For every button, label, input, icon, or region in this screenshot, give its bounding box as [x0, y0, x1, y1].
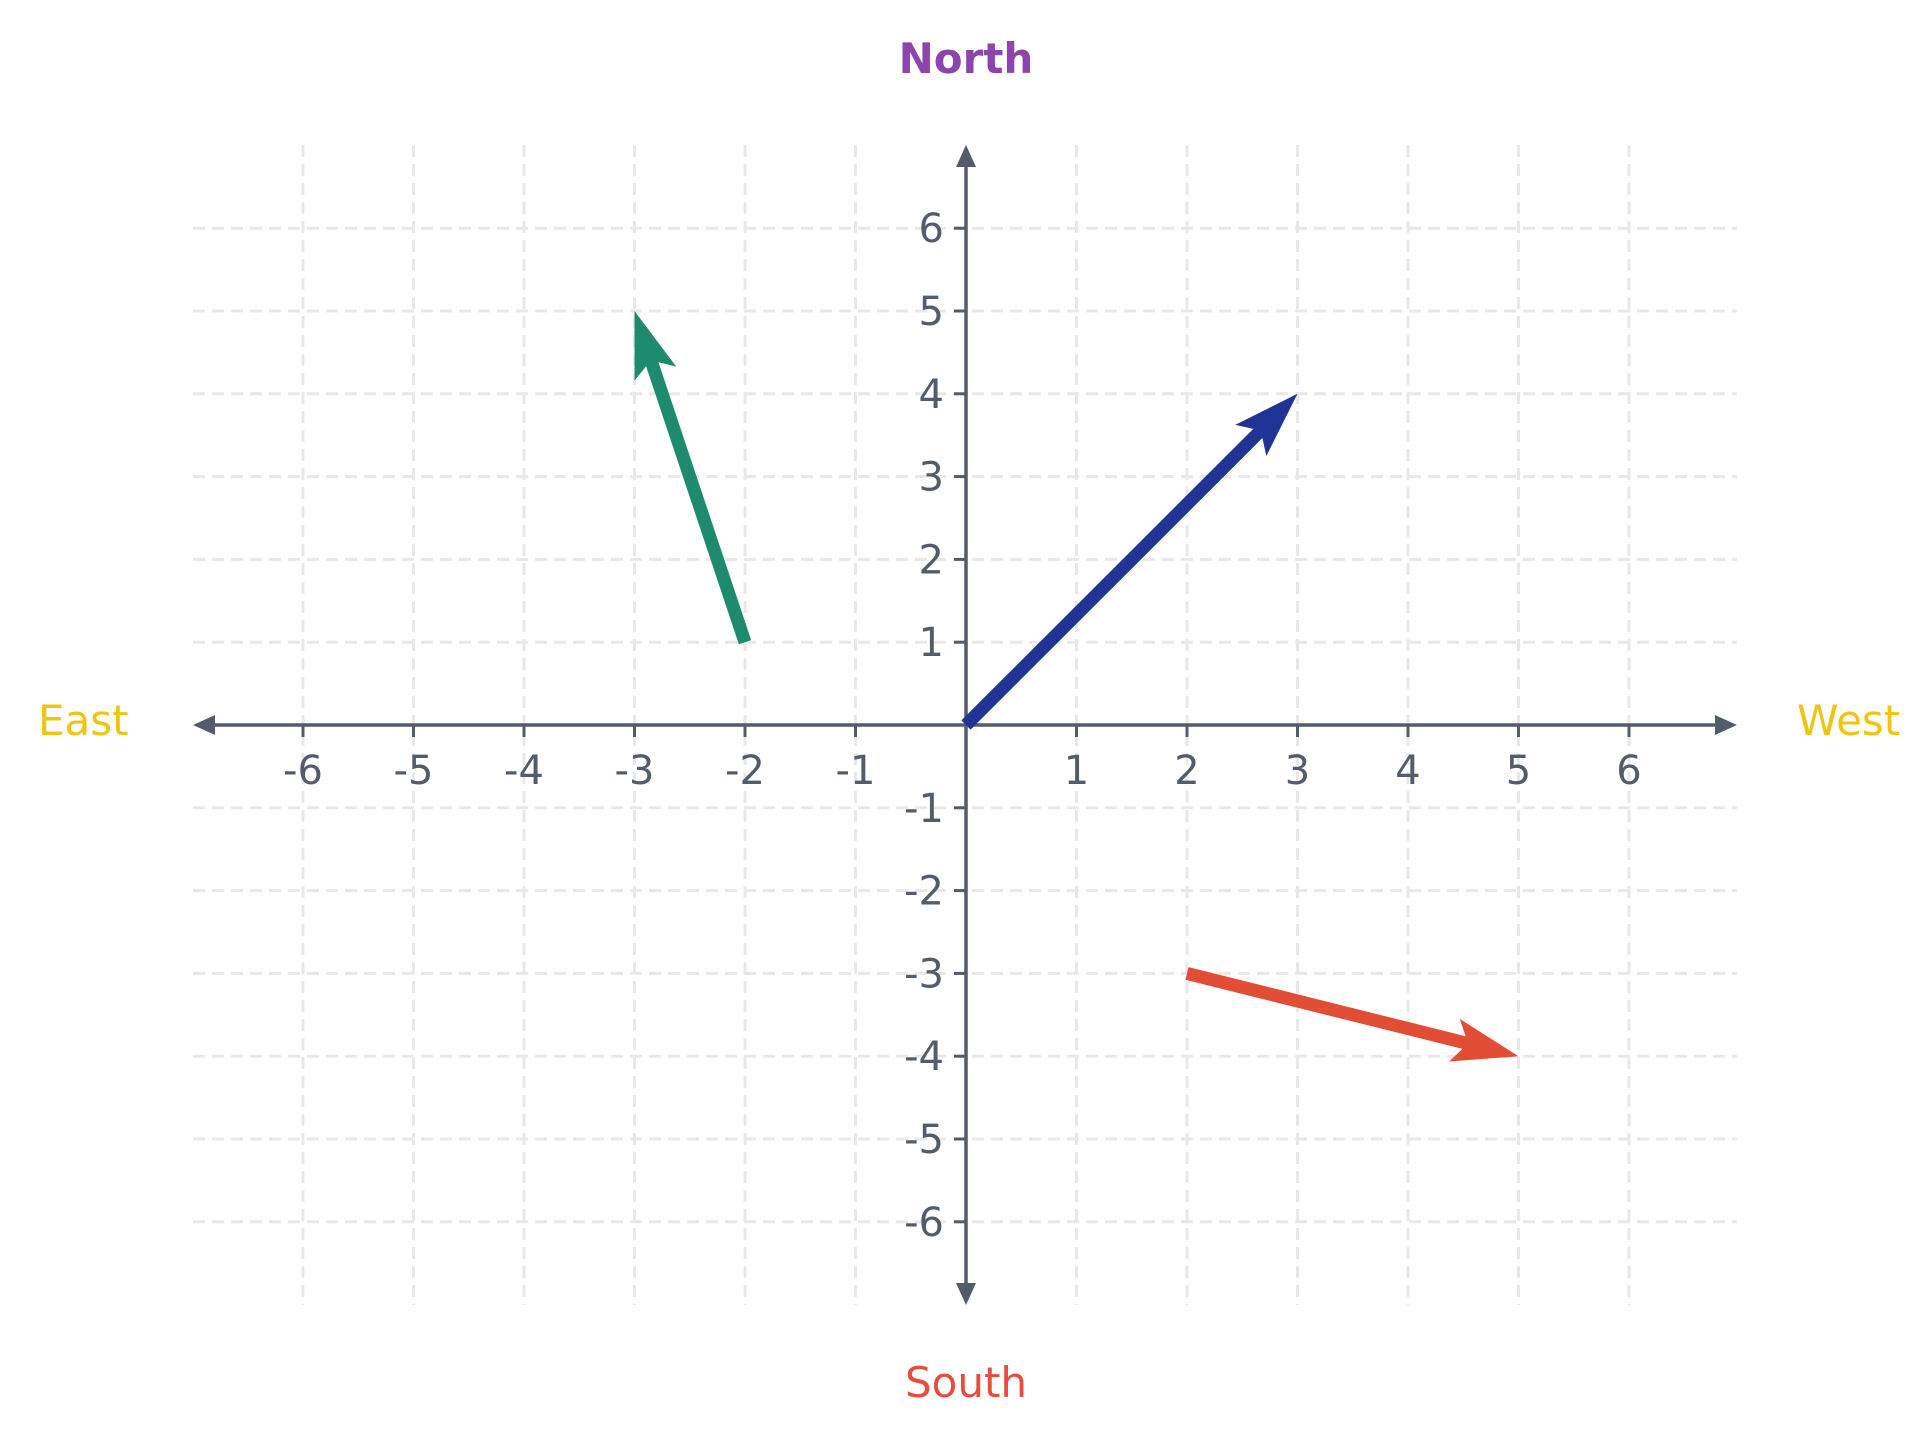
x-tick-label: 1	[1064, 748, 1089, 794]
y-tick-label: 6	[919, 206, 944, 252]
x-tick-label: -4	[504, 748, 544, 794]
vector-arrowhead	[634, 311, 677, 381]
east-label: East	[38, 696, 129, 745]
vector-3	[1185, 967, 1519, 1062]
y-tick-label: -6	[904, 1200, 944, 1246]
y-tick-label: -5	[904, 1117, 944, 1163]
y-tick-label: 5	[919, 289, 944, 335]
axes	[193, 145, 1737, 1305]
vector-shaft	[1185, 967, 1470, 1050]
y-tick-label: -2	[904, 869, 944, 915]
y-axis-arrow-down	[956, 1283, 976, 1305]
vector-1	[961, 393, 1298, 730]
x-tick-label: -5	[394, 748, 434, 794]
y-tick-label: -1	[904, 786, 944, 832]
y-tick-label: 2	[919, 537, 944, 583]
west-label: West	[1797, 696, 1900, 745]
y-tick-label: -3	[904, 951, 944, 997]
x-axis-arrow-left	[193, 715, 215, 735]
vectors	[634, 311, 1519, 1062]
y-tick-label: 3	[919, 455, 944, 501]
x-tick-label: 6	[1616, 748, 1641, 794]
south-label: South	[905, 1358, 1027, 1407]
y-tick-label: -4	[904, 1034, 944, 1080]
vector-shaft	[961, 425, 1266, 730]
x-tick-label: -2	[725, 748, 765, 794]
vector-shaft	[644, 358, 752, 645]
vector-2	[634, 311, 752, 645]
vector-arrowhead	[1235, 393, 1298, 457]
x-tick-label: -1	[836, 748, 876, 794]
x-tick-label: 3	[1285, 748, 1310, 794]
north-label: North	[899, 34, 1034, 83]
x-tick-label: 5	[1506, 748, 1531, 794]
x-tick-label: -3	[615, 748, 655, 794]
x-tick-label: 2	[1174, 748, 1199, 794]
x-tick-label: -6	[283, 748, 323, 794]
y-tick-label: 4	[919, 372, 944, 418]
ticks: -6 -5 -4 -3 -2 -1 1 2 3 4 5 6 6 5 4 3 2 1 -1 -2 -3 -4 -5 -6	[283, 206, 1642, 1246]
x-tick-label: 4	[1395, 748, 1420, 794]
y-tick-label: 1	[919, 620, 944, 666]
y-axis-arrow-up	[956, 145, 976, 167]
vector-arrowhead	[1449, 1018, 1519, 1062]
x-axis-arrow-right	[1715, 715, 1737, 735]
